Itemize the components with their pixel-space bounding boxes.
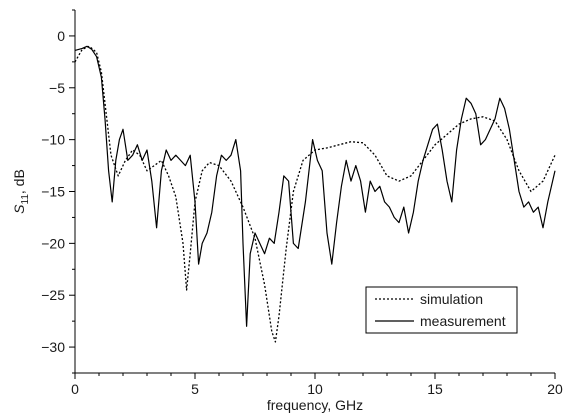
x-axis-title: frequency, GHz <box>267 397 363 413</box>
legend-label-simulation: simulation <box>420 291 483 307</box>
y-tick-label: −25 <box>41 287 65 303</box>
x-tick-label: 0 <box>71 381 79 397</box>
y-tick-label: 0 <box>57 28 65 44</box>
legend-label-measurement: measurement <box>420 313 506 329</box>
x-tick-label: 10 <box>307 381 323 397</box>
x-tick-label: 20 <box>547 381 563 397</box>
legend-box <box>365 286 518 334</box>
x-tick-label: 15 <box>427 381 443 397</box>
y-tick-label: −20 <box>41 235 65 251</box>
x-axis-ticks: 0 5 10 15 20 <box>71 373 563 397</box>
series-line-simulation <box>74 45 556 343</box>
y-tick-label: −15 <box>41 184 65 200</box>
series-line-measurement <box>74 45 556 327</box>
series-layer <box>74 45 556 343</box>
y-tick-label: −10 <box>41 132 65 148</box>
y-axis-title: S11, dB <box>11 169 31 214</box>
y-axis-title-main: S <box>11 204 27 214</box>
y-axis-title-sub: 11 <box>20 194 31 205</box>
y-tick-label: −30 <box>41 339 65 355</box>
x-tick-label: 5 <box>191 381 199 397</box>
y-tick-label: −5 <box>49 80 65 96</box>
y-axis-title-unit: , dB <box>11 169 27 194</box>
legend: simulation measurement <box>365 286 518 334</box>
y-axis-ticks: 0 −5 −10 −15 −20 −25 −30 <box>41 9 75 374</box>
